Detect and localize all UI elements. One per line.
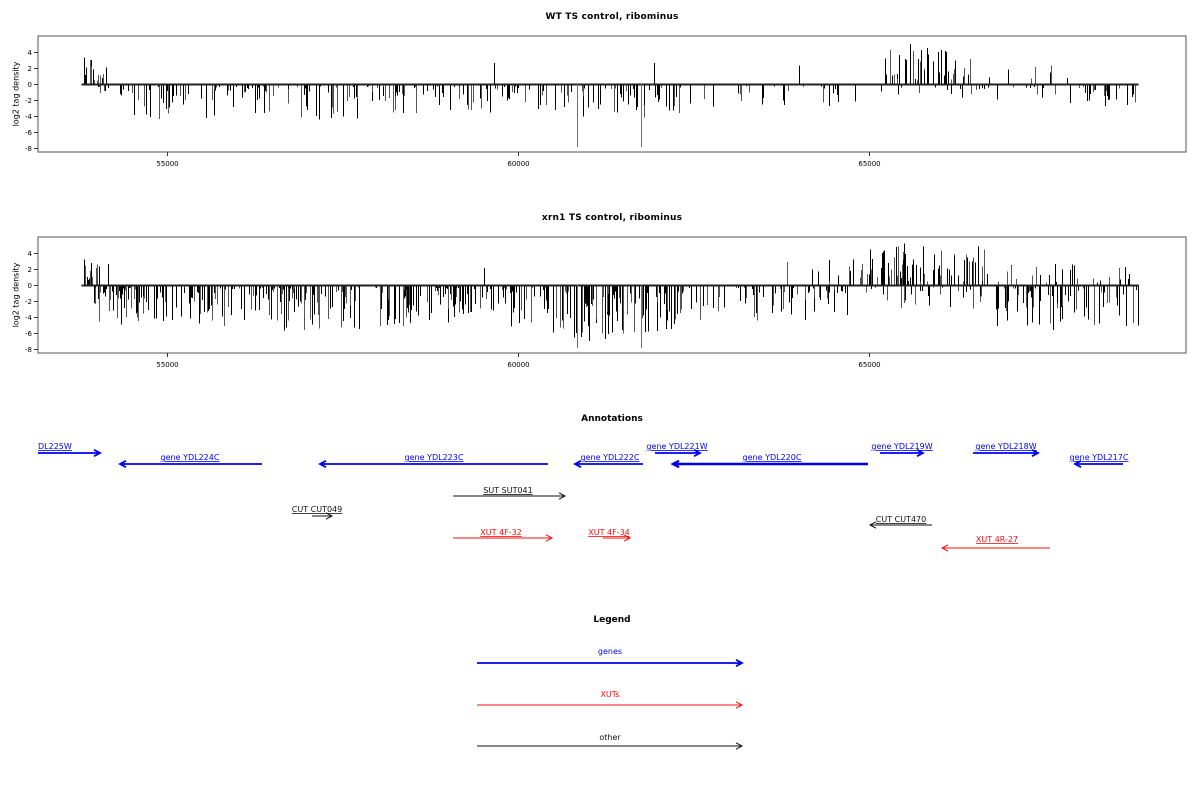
- annotation-xut-4f-32: XUT 4F-32: [453, 528, 554, 542]
- annotation-gene-ydl221w: gene YDL221W: [646, 442, 708, 457]
- feature-arrow-head: [868, 521, 877, 529]
- x-tick-label: 60000: [507, 160, 529, 168]
- x-tick-label: 60000: [507, 361, 529, 369]
- plot-box: [37, 35, 1187, 153]
- feature-arrow-head: [670, 459, 680, 469]
- legend-xuts: XUTs: [477, 690, 744, 709]
- annotation-gene-ydl222c: gene YDL222C: [573, 453, 643, 468]
- y-tick-label: 4: [28, 49, 33, 57]
- x-tick-label: 55000: [156, 160, 178, 168]
- feature-label: CUT CUT470: [876, 515, 926, 524]
- feature-arrow-head: [93, 449, 102, 457]
- annotation-gene-ydl219w: gene YDL219W: [871, 442, 933, 457]
- feature-arrow-head: [916, 449, 925, 457]
- y-tick-label: -8: [25, 346, 32, 354]
- feature-label: XUT 4F-32: [480, 528, 522, 537]
- annotation-gene-ydl217c: gene YDL217C: [1070, 453, 1129, 468]
- y-tick-label: -4: [25, 314, 33, 322]
- feature-arrow-head: [623, 534, 632, 542]
- feature-arrow-head: [558, 492, 567, 500]
- feature-label: XUT 4R-27: [976, 535, 1018, 544]
- feature-label: gene YDL221W: [646, 442, 707, 451]
- y-tick-label: -4: [25, 113, 33, 121]
- x-tick-label: 55000: [156, 361, 178, 369]
- density-spikes: [84, 243, 1139, 341]
- annotations-title: Annotations: [581, 414, 643, 424]
- feature-arrow-head: [940, 544, 949, 552]
- feature-arrow-head: [735, 659, 744, 667]
- density-spikes: [84, 44, 1136, 120]
- x-tick-label: 65000: [858, 361, 880, 369]
- y-tick-label: -6: [25, 129, 33, 137]
- y-tick-label: -8: [25, 145, 32, 153]
- x-tick-label: 65000: [858, 160, 880, 168]
- annotation-gene-ydl218w: gene YDL218W: [973, 442, 1040, 457]
- feature-label: SUT SUT041: [483, 486, 532, 495]
- feature-label: CUT CUT049: [292, 505, 342, 514]
- annotation-cut-cut049: CUT CUT049: [292, 505, 342, 520]
- annotation-sut-sut041: SUT SUT041: [453, 486, 567, 500]
- annotation-dl225w: DL225W: [38, 442, 102, 457]
- annotation-xut-4f-34: XUT 4F-34: [588, 528, 632, 542]
- y-tick-label: 2: [28, 266, 32, 274]
- annotation-gene-ydl223c: gene YDL223C: [318, 453, 548, 468]
- feature-arrow-head: [735, 742, 744, 750]
- annotation-gene-ydl220c: gene YDL220C: [670, 453, 868, 469]
- annotation-xut-4r-27: XUT 4R-27: [940, 535, 1050, 552]
- y-tick-label: 0: [28, 81, 32, 89]
- feature-arrow-head: [318, 460, 327, 468]
- xrn1-panel-title: xrn1 TS control, ribominus: [541, 213, 683, 223]
- feature-arrow-head: [1031, 449, 1040, 457]
- plot-box: [37, 236, 1187, 354]
- feature-arrow-head: [573, 460, 582, 468]
- y-tick-label: 4: [28, 250, 33, 258]
- feature-label: DL225W: [38, 442, 72, 451]
- y-tick-label: -2: [25, 298, 32, 306]
- annotation-gene-ydl224c: gene YDL224C: [118, 453, 262, 468]
- feature-label: gene YDL217C: [1070, 453, 1129, 462]
- y-tick-label: 0: [28, 282, 32, 290]
- feature-arrow-head: [545, 534, 554, 542]
- feature-arrow-head: [735, 701, 744, 709]
- feature-label: gene YDL220C: [743, 453, 802, 462]
- legend-genes: genes: [477, 647, 744, 667]
- annotation-cut-cut470: CUT CUT470: [868, 515, 932, 529]
- y-tick-label: -6: [25, 330, 33, 338]
- feature-label: other: [599, 733, 621, 742]
- legend-track: genes XUTs other: [477, 647, 744, 750]
- feature-label: gene YDL223C: [405, 453, 464, 462]
- legend-title: Legend: [593, 615, 631, 625]
- feature-arrow-head: [693, 449, 702, 457]
- y-tick-label: -2: [25, 97, 32, 105]
- feature-label: XUTs: [600, 690, 619, 699]
- wt-density-chart: 4 2 0 -2 -4 -6 -8 55000 60000 65000: [25, 35, 1187, 168]
- y-tick-label: 2: [28, 65, 32, 73]
- feature-label: gene YDL222C: [581, 453, 640, 462]
- feature-label: genes: [598, 647, 622, 656]
- xrn1-density-chart: 4 2 0 -2 -4 -6 -8 55000 60000 65000: [25, 236, 1187, 369]
- feature-label: gene YDL219W: [871, 442, 932, 451]
- wt-panel-title: WT TS control, ribominus: [545, 12, 679, 22]
- feature-arrow-head: [118, 460, 127, 468]
- feature-label: gene YDL224C: [161, 453, 220, 462]
- feature-label: gene YDL218W: [975, 442, 1036, 451]
- feature-label: XUT 4F-34: [588, 528, 630, 537]
- legend-other: other: [477, 733, 744, 750]
- annotations-track: DL225W gene YDL224C gene YDL223C gene YDL22…: [38, 442, 1129, 552]
- feature-arrow-head: [325, 512, 334, 520]
- feature-arrow-head: [1073, 460, 1082, 468]
